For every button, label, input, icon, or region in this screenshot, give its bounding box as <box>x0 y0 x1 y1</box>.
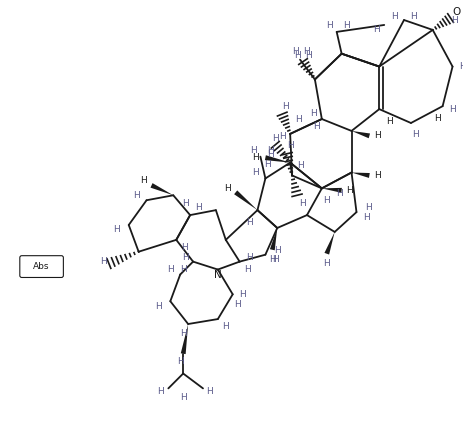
Text: H: H <box>250 146 257 155</box>
Text: H: H <box>362 212 369 222</box>
Text: H: H <box>271 134 278 143</box>
Polygon shape <box>351 131 369 138</box>
Text: H: H <box>286 141 293 150</box>
Text: H: H <box>273 246 280 255</box>
Text: H: H <box>181 243 187 252</box>
Text: H: H <box>298 199 305 208</box>
Text: H: H <box>266 150 273 159</box>
Text: H: H <box>373 171 380 180</box>
Text: H: H <box>224 184 231 193</box>
Text: N: N <box>213 271 221 280</box>
Text: H: H <box>176 357 183 366</box>
Text: H: H <box>239 290 245 299</box>
Text: H: H <box>246 218 252 227</box>
Text: H: H <box>291 47 298 56</box>
Text: H: H <box>251 168 258 177</box>
Text: H: H <box>113 225 120 234</box>
Text: H: H <box>278 132 285 142</box>
Text: H: H <box>372 26 379 34</box>
Text: H: H <box>325 22 332 30</box>
Text: H: H <box>345 186 352 195</box>
Text: H: H <box>410 12 416 21</box>
Text: H: H <box>281 102 288 111</box>
Text: H: H <box>133 191 140 200</box>
Text: H: H <box>364 202 371 211</box>
Text: O: O <box>451 7 460 17</box>
Text: Abs: Abs <box>33 262 50 271</box>
Polygon shape <box>351 172 369 178</box>
Text: H: H <box>412 130 419 139</box>
Text: H: H <box>385 116 392 125</box>
Text: H: H <box>206 387 213 396</box>
Text: H: H <box>180 329 186 338</box>
Text: H: H <box>450 16 457 25</box>
Polygon shape <box>321 188 341 193</box>
Text: H: H <box>180 265 186 274</box>
Polygon shape <box>264 155 289 163</box>
FancyBboxPatch shape <box>20 256 63 277</box>
Text: H: H <box>293 51 300 60</box>
Polygon shape <box>324 232 334 254</box>
Text: H: H <box>303 47 310 56</box>
Text: H: H <box>180 393 186 402</box>
Text: H: H <box>181 199 188 208</box>
Polygon shape <box>269 228 277 250</box>
Text: H: H <box>336 189 342 198</box>
Text: H: H <box>323 196 330 205</box>
Polygon shape <box>181 324 188 354</box>
Text: H: H <box>458 62 463 71</box>
Text: H: H <box>305 51 312 60</box>
Text: H: H <box>156 387 163 396</box>
Text: H: H <box>100 257 107 266</box>
Text: H: H <box>140 176 147 185</box>
Text: H: H <box>269 255 275 264</box>
Text: H: H <box>251 153 258 162</box>
Text: H: H <box>246 253 252 262</box>
Text: H: H <box>390 12 397 21</box>
Text: H: H <box>433 113 440 123</box>
Text: H: H <box>448 105 455 114</box>
Text: H: H <box>263 160 270 169</box>
Text: H: H <box>271 255 278 264</box>
Text: H: H <box>155 302 162 311</box>
Text: H: H <box>222 323 229 332</box>
Text: H: H <box>266 146 273 155</box>
Text: H: H <box>343 22 349 30</box>
Text: H: H <box>310 108 317 117</box>
Text: H: H <box>194 202 201 211</box>
Text: H: H <box>181 253 188 262</box>
Text: H: H <box>244 265 250 274</box>
Text: H: H <box>167 265 173 274</box>
Text: H: H <box>313 122 319 131</box>
Text: H: H <box>296 161 303 170</box>
Text: H: H <box>373 131 380 140</box>
Text: H: H <box>323 259 330 268</box>
Text: H: H <box>294 115 301 124</box>
Polygon shape <box>234 190 257 210</box>
Text: H: H <box>234 300 240 309</box>
Polygon shape <box>150 183 173 195</box>
